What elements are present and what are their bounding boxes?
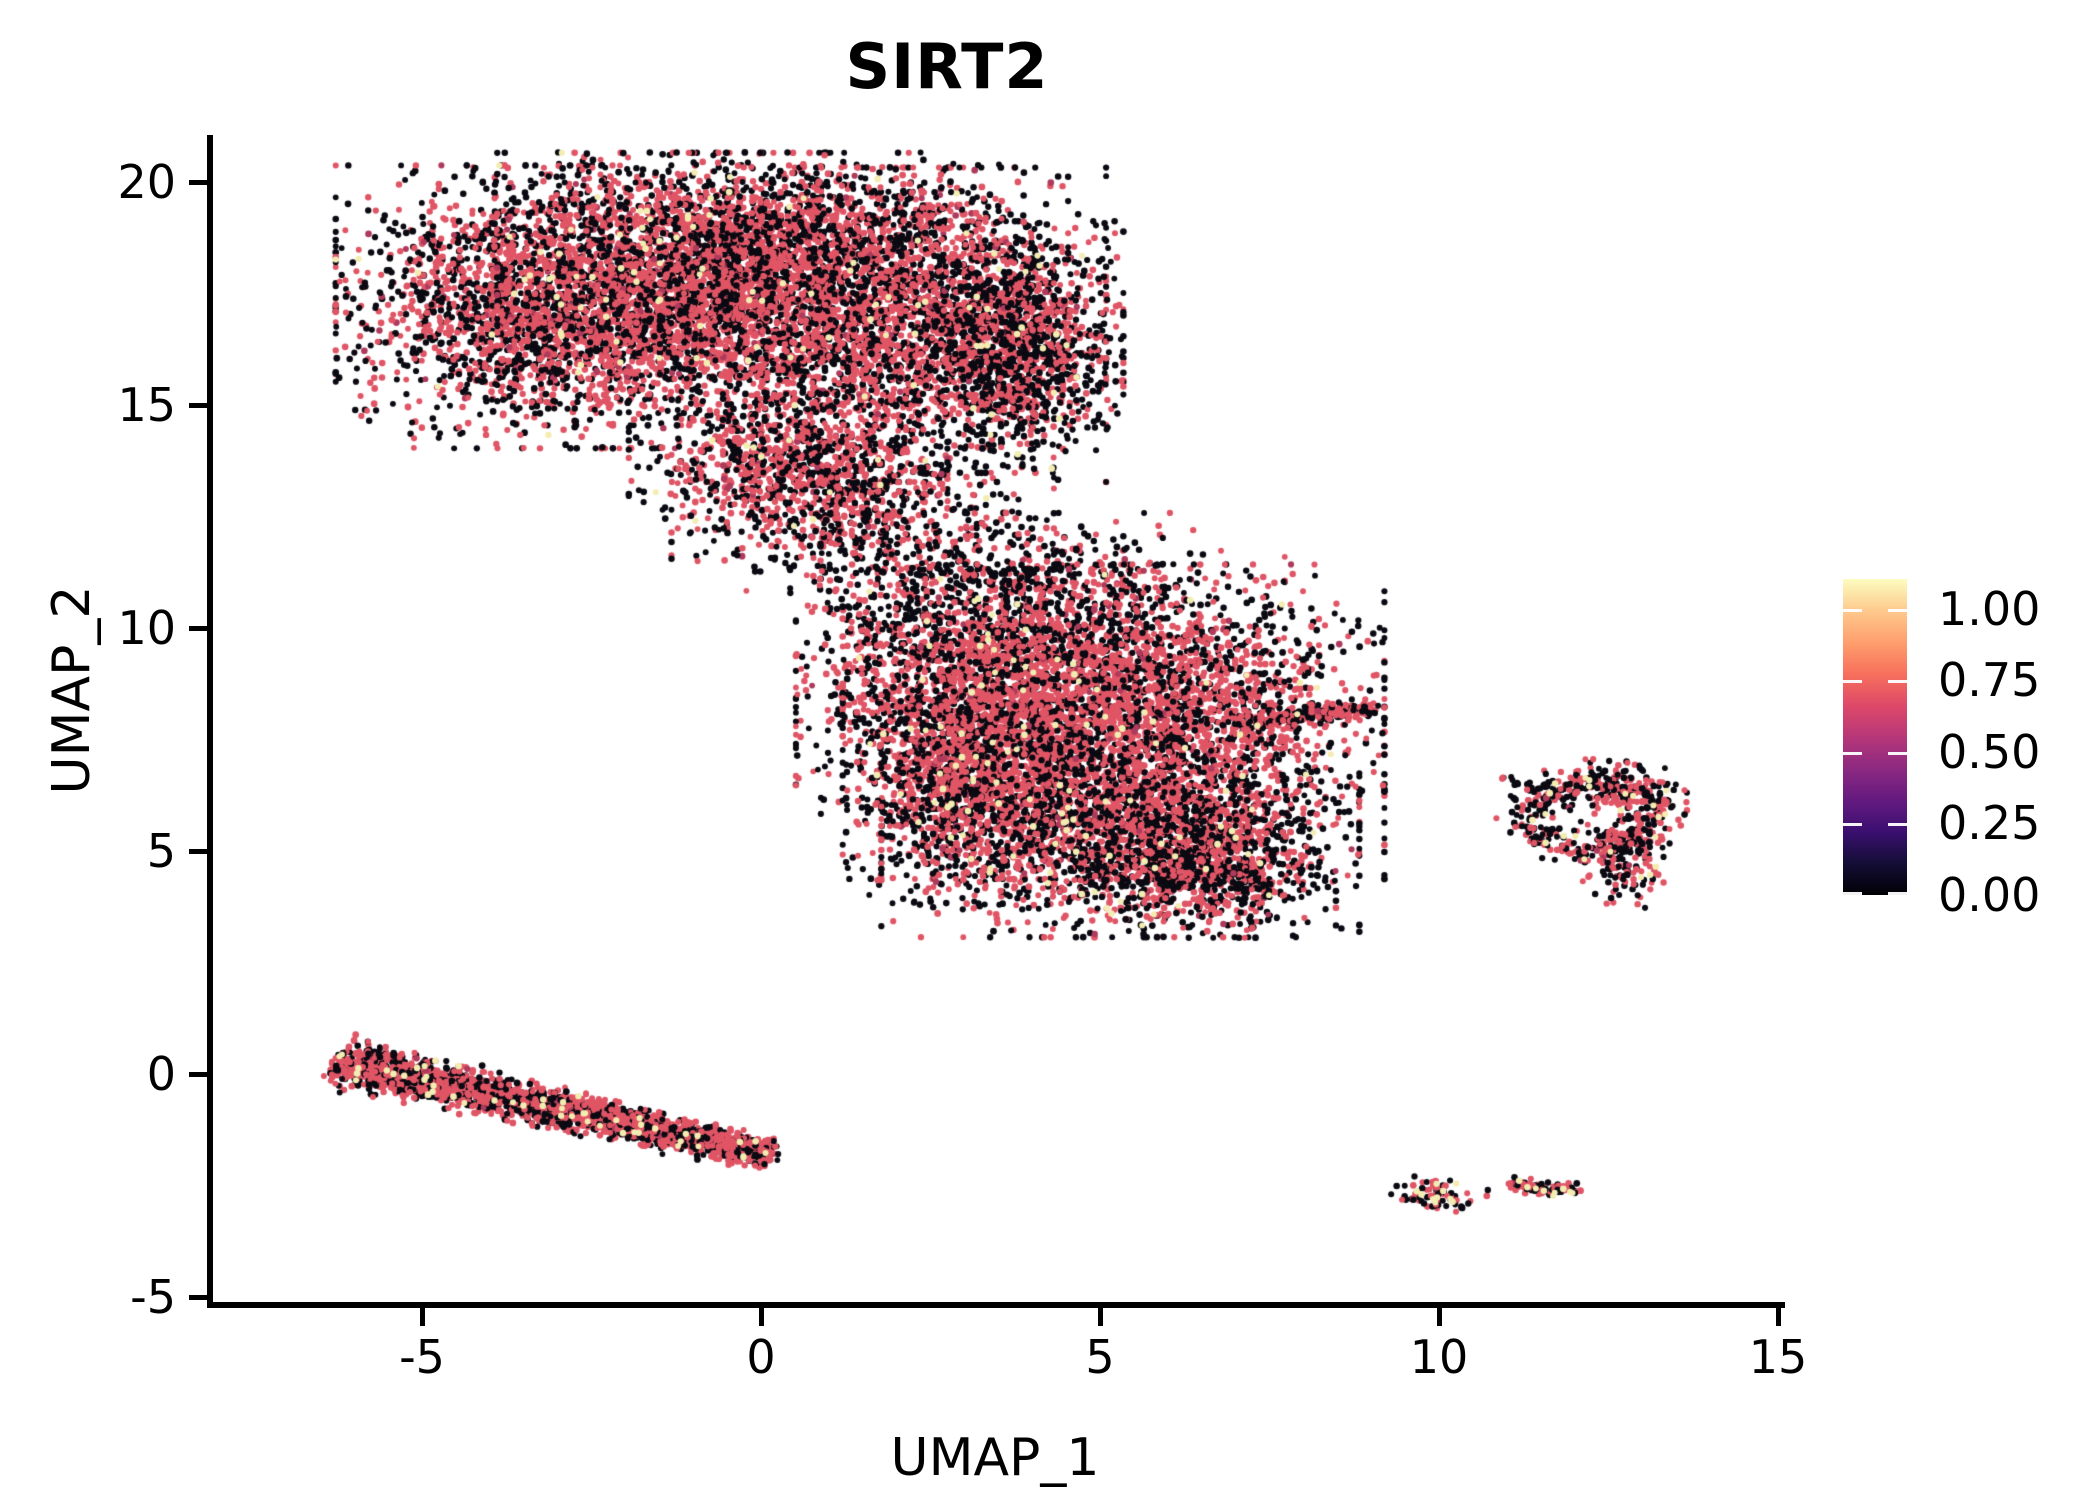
x-axis-tick-label: 5: [1085, 1330, 1115, 1384]
y-axis-tick-label: 5: [146, 824, 176, 878]
x-axis-spine: [207, 1302, 1785, 1308]
x-axis-tick: [758, 1308, 764, 1326]
colorbar-tick: [1888, 608, 1907, 612]
colorbar-tick: [1888, 892, 1907, 895]
colorbar-tick: [1888, 680, 1907, 684]
y-axis-tick: [189, 625, 207, 631]
x-axis-tick-label: 0: [746, 1330, 776, 1384]
y-axis-spine: [207, 135, 213, 1308]
y-axis-tick-label: 15: [117, 378, 176, 432]
x-axis-tick-label: -5: [399, 1330, 445, 1384]
colorbar-tick-label: 0.25: [1938, 796, 2041, 851]
x-axis-tick-label: 10: [1409, 1330, 1469, 1384]
colorbar: [1843, 579, 1907, 895]
x-axis-tick-label: 15: [1748, 1330, 1808, 1384]
y-axis-tick: [189, 848, 207, 854]
y-axis-tick: [189, 179, 207, 185]
colorbar-tick: [1843, 751, 1862, 755]
x-axis-tick: [419, 1308, 425, 1326]
y-axis-tick: [189, 402, 207, 408]
colorbar-tick-label: 0.50: [1938, 724, 2041, 779]
colorbar-tick-label: 1.00: [1938, 581, 2041, 636]
y-axis-tick: [189, 1294, 207, 1300]
y-axis-tick-label: 0: [146, 1047, 176, 1101]
x-axis-label: UMAP_1: [890, 1428, 1100, 1488]
y-axis-tick-label: -5: [130, 1270, 176, 1324]
x-axis-tick: [1097, 1308, 1103, 1326]
colorbar-tick: [1888, 751, 1907, 755]
colorbar-tick: [1843, 680, 1862, 684]
colorbar-tick: [1843, 823, 1862, 827]
colorbar-gradient: [1843, 579, 1907, 895]
x-axis-tick: [1436, 1308, 1442, 1326]
colorbar-tick: [1888, 823, 1907, 827]
x-axis-tick: [1775, 1308, 1781, 1326]
colorbar-tick-label: 0.00: [1938, 868, 2041, 922]
y-axis-tick-label: 10: [117, 601, 176, 655]
colorbar-tick: [1843, 892, 1862, 895]
y-axis-label: UMAP_2: [42, 585, 102, 795]
y-axis-tick: [189, 1071, 207, 1077]
colorbar-tick-label: 0.75: [1938, 653, 2041, 708]
colorbar-tick: [1843, 608, 1862, 612]
y-axis-tick-label: 20: [117, 155, 176, 209]
